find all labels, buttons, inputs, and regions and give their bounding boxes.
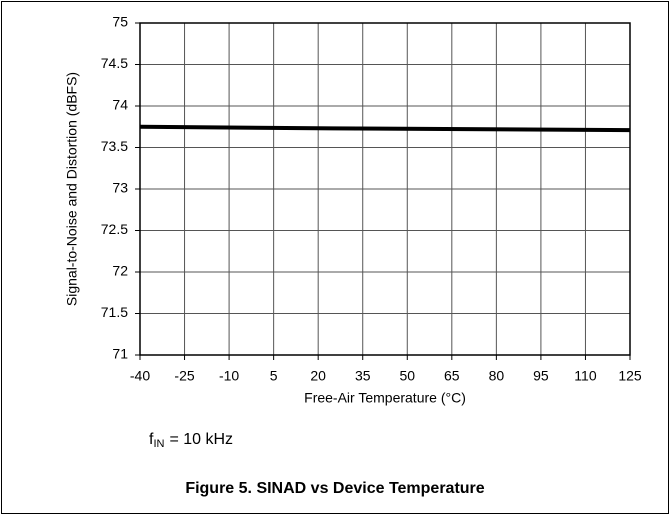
x-tick-label: 50 (399, 368, 415, 384)
y-tick-label: 73.5 (101, 138, 128, 154)
y-tick-label: 72.5 (101, 221, 128, 237)
x-tick-label: 65 (444, 368, 460, 384)
x-tick-label: -40 (130, 368, 150, 384)
x-tick-label: 80 (489, 368, 505, 384)
x-tick-label: 125 (618, 368, 642, 384)
x-tick-label: -25 (174, 368, 194, 384)
x-tick-label: 5 (270, 368, 278, 384)
frame (1, 1, 669, 514)
y-tick-label: 73 (112, 180, 128, 196)
x-axis-label: Free-Air Temperature (°C) (304, 390, 466, 406)
annotation-text: = 10 kHz (169, 431, 233, 448)
y-tick-label: 72 (112, 263, 128, 279)
annotation-subscript: IN (153, 438, 164, 450)
line (139, 124, 631, 133)
y-tick-label: 74.5 (101, 55, 128, 71)
y-axis-label: Signal-to-Noise and Distortion (dBFS) (64, 72, 80, 306)
caption: Figure 5. SINAD vs Device Temperature (185, 480, 484, 497)
y-tick-label: 74 (112, 97, 128, 113)
y-tick-label: 71.5 (101, 304, 128, 320)
x-tick-label: 95 (533, 368, 549, 384)
y-tick-label: 71 (112, 346, 128, 362)
x-tick-label: 35 (355, 368, 371, 384)
x-tick-label: 110 (574, 368, 597, 384)
annotation-symbol: f (149, 431, 154, 448)
x-tick-label: 20 (310, 368, 326, 384)
x-tick-label: -10 (219, 368, 239, 384)
y-tick-label: 75 (112, 14, 128, 30)
annotation: fIN = 10 kHz (149, 431, 233, 450)
plot-frame (139, 22, 631, 356)
